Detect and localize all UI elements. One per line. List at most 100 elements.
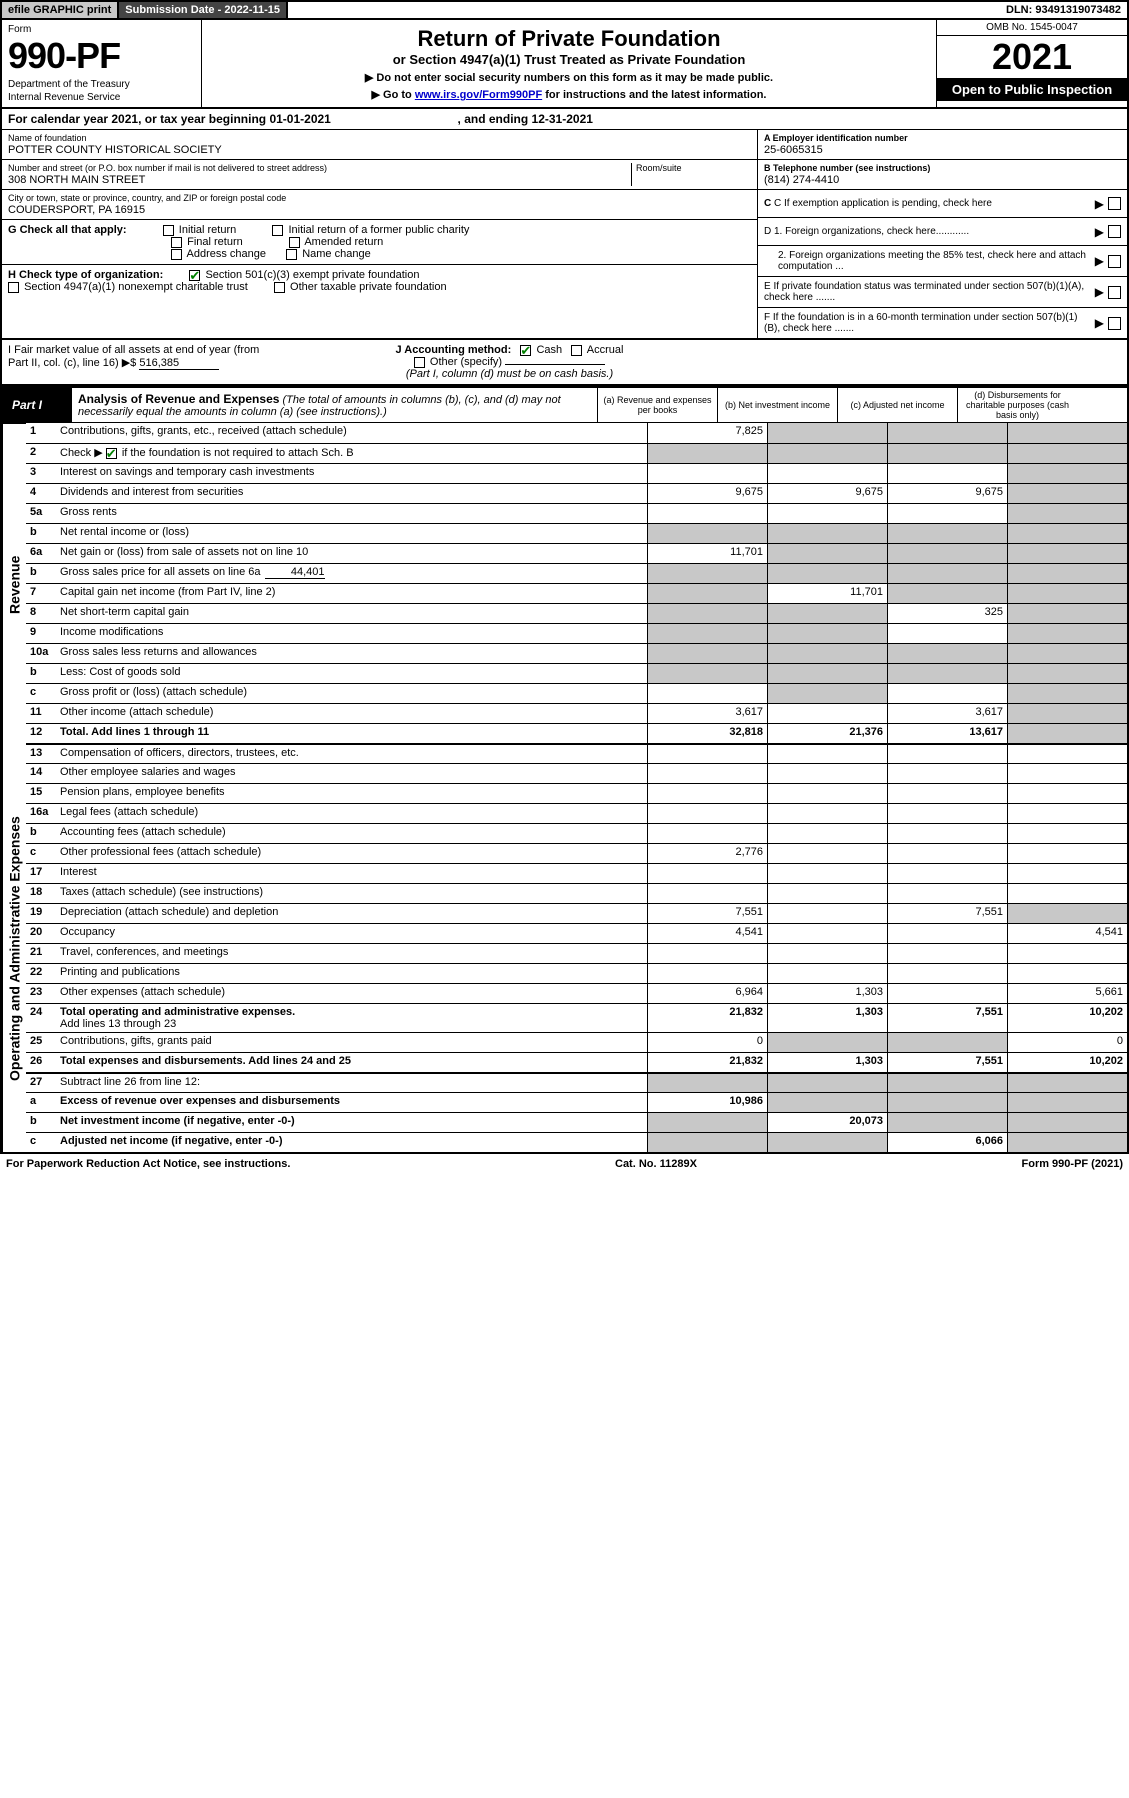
top-bar: efile GRAPHIC print Submission Date - 20… bbox=[0, 0, 1129, 20]
ein-value: 25-6065315 bbox=[764, 144, 1121, 156]
row-5a: 5aGross rents bbox=[26, 503, 1127, 523]
row-23: 23Other expenses (attach schedule)6,9641… bbox=[26, 983, 1127, 1003]
fmv-value: 516,385 bbox=[139, 357, 219, 370]
form-label: Form bbox=[8, 24, 195, 35]
row-5b: bNet rental income or (loss) bbox=[26, 523, 1127, 543]
arrow-icon: ▶ bbox=[1095, 225, 1104, 239]
header-left: Form 990-PF Department of the Treasury I… bbox=[2, 20, 202, 107]
row-16b: bAccounting fees (attach schedule) bbox=[26, 823, 1127, 843]
ein-label: A Employer identification number bbox=[764, 133, 1121, 143]
col-a-header: (a) Revenue and expenses per books bbox=[597, 388, 717, 422]
footer-right: Form 990-PF (2021) bbox=[1022, 1158, 1123, 1170]
cb-accrual[interactable] bbox=[571, 345, 582, 356]
city-label: City or town, state or province, country… bbox=[8, 193, 751, 203]
cb-other-taxable[interactable] bbox=[274, 282, 285, 293]
row-11: 11Other income (attach schedule)3,6173,6… bbox=[26, 703, 1127, 723]
section-ij: I Fair market value of all assets at end… bbox=[0, 340, 1129, 386]
arrow-icon: ▶ bbox=[1095, 197, 1104, 211]
addr-label: Number and street (or P.O. box number if… bbox=[8, 163, 631, 173]
revenue-label: Revenue bbox=[2, 423, 26, 745]
phone-label: B Telephone number (see instructions) bbox=[764, 163, 1121, 173]
row-10c: cGross profit or (loss) (attach schedule… bbox=[26, 683, 1127, 703]
row-19: 19Depreciation (attach schedule) and dep… bbox=[26, 903, 1127, 923]
item-e: E If private foundation status was termi… bbox=[758, 277, 1127, 308]
cb-final-return[interactable] bbox=[171, 237, 182, 248]
item-f: F If the foundation is in a 60-month ter… bbox=[758, 308, 1127, 338]
cb-address-change[interactable] bbox=[171, 249, 182, 260]
arrow-icon: ▶ bbox=[1095, 285, 1104, 299]
irs-link[interactable]: www.irs.gov/Form990PF bbox=[415, 89, 542, 101]
row-27: 27Subtract line 26 from line 12: bbox=[26, 1072, 1127, 1092]
row-22: 22Printing and publications bbox=[26, 963, 1127, 983]
cb-schb[interactable] bbox=[106, 448, 117, 459]
row-13: 13Compensation of officers, directors, t… bbox=[26, 743, 1127, 763]
note-link: ▶ Go to www.irs.gov/Form990PF for instru… bbox=[208, 88, 930, 101]
cb-4947a1[interactable] bbox=[8, 282, 19, 293]
header-right: OMB No. 1545-0047 2021 Open to Public In… bbox=[937, 20, 1127, 107]
row-27b: bNet investment income (if negative, ent… bbox=[26, 1112, 1127, 1132]
expenses-label: Operating and Administrative Expenses bbox=[2, 745, 26, 1152]
cb-name-change[interactable] bbox=[286, 249, 297, 260]
row-3: 3Interest on savings and temporary cash … bbox=[26, 463, 1127, 483]
row-27a: aExcess of revenue over expenses and dis… bbox=[26, 1092, 1127, 1112]
row-12: 12Total. Add lines 1 through 1132,81821,… bbox=[26, 723, 1127, 743]
col-b-header: (b) Net investment income bbox=[717, 388, 837, 422]
footer-left: For Paperwork Reduction Act Notice, see … bbox=[6, 1158, 290, 1170]
entity-info: Name of foundation POTTER COUNTY HISTORI… bbox=[0, 130, 1129, 340]
arrow-icon: ▶ bbox=[1095, 316, 1104, 330]
item-d1: D 1. Foreign organizations, check here..… bbox=[758, 218, 1127, 246]
row-4: 4Dividends and interest from securities9… bbox=[26, 483, 1127, 503]
cb-d2[interactable] bbox=[1108, 255, 1121, 268]
cb-d1[interactable] bbox=[1108, 225, 1121, 238]
item-c: C C If exemption application is pending,… bbox=[758, 190, 1127, 218]
part1-table: Revenue Operating and Administrative Exp… bbox=[0, 423, 1129, 1154]
cb-amended-return[interactable] bbox=[289, 237, 300, 248]
form-number: 990-PF bbox=[8, 35, 195, 77]
row-20: 20Occupancy4,5414,541 bbox=[26, 923, 1127, 943]
cb-other-method[interactable] bbox=[414, 357, 425, 368]
spacer bbox=[288, 2, 1000, 18]
item-d2: 2. Foreign organizations meeting the 85%… bbox=[758, 246, 1127, 277]
dln: DLN: 93491319073482 bbox=[1000, 2, 1127, 18]
row-16a: 16aLegal fees (attach schedule) bbox=[26, 803, 1127, 823]
row-27c: cAdjusted net income (if negative, enter… bbox=[26, 1132, 1127, 1152]
part1-desc: Analysis of Revenue and Expenses (The to… bbox=[72, 388, 597, 422]
cb-f[interactable] bbox=[1108, 317, 1121, 330]
form-header: Form 990-PF Department of the Treasury I… bbox=[0, 20, 1129, 109]
row-26: 26Total expenses and disbursements. Add … bbox=[26, 1052, 1127, 1072]
cb-c[interactable] bbox=[1108, 197, 1121, 210]
form-subtitle: or Section 4947(a)(1) Trust Treated as P… bbox=[208, 52, 930, 67]
street-address: 308 NORTH MAIN STREET bbox=[8, 174, 631, 186]
omb-number: OMB No. 1545-0047 bbox=[937, 20, 1127, 36]
city-state-zip: COUDERSPORT, PA 16915 bbox=[8, 204, 751, 216]
part1-header: Part I Analysis of Revenue and Expenses … bbox=[0, 386, 1129, 423]
efile-label[interactable]: efile GRAPHIC print bbox=[2, 2, 119, 18]
name-label: Name of foundation bbox=[8, 133, 751, 143]
row-16c: cOther professional fees (attach schedul… bbox=[26, 843, 1127, 863]
tax-year: 2021 bbox=[937, 36, 1127, 78]
row-1: 1Contributions, gifts, grants, etc., rec… bbox=[26, 423, 1127, 443]
arrow-icon: ▶ bbox=[1095, 254, 1104, 268]
cb-cash[interactable] bbox=[520, 345, 531, 356]
cb-initial-former[interactable] bbox=[272, 225, 283, 236]
dept-irs: Internal Revenue Service bbox=[8, 92, 195, 103]
room-label: Room/suite bbox=[636, 163, 751, 173]
dept-treasury: Department of the Treasury bbox=[8, 79, 195, 90]
row-25: 25Contributions, gifts, grants paid00 bbox=[26, 1032, 1127, 1052]
foundation-name: POTTER COUNTY HISTORICAL SOCIETY bbox=[8, 144, 751, 156]
row-2: 2Check ▶ if the foundation is not requir… bbox=[26, 443, 1127, 463]
row-6b: bGross sales price for all assets on lin… bbox=[26, 563, 1127, 583]
cb-e[interactable] bbox=[1108, 286, 1121, 299]
row-10a: 10aGross sales less returns and allowanc… bbox=[26, 643, 1127, 663]
row-7: 7Capital gain net income (from Part IV, … bbox=[26, 583, 1127, 603]
col-d-header: (d) Disbursements for charitable purpose… bbox=[957, 388, 1077, 422]
row-15: 15Pension plans, employee benefits bbox=[26, 783, 1127, 803]
section-g: G Check all that apply: Initial return I… bbox=[2, 220, 757, 265]
note-ssn: ▶ Do not enter social security numbers o… bbox=[208, 71, 930, 84]
cb-initial-return[interactable] bbox=[163, 225, 174, 236]
row-18: 18Taxes (attach schedule) (see instructi… bbox=[26, 883, 1127, 903]
cb-501c3[interactable] bbox=[189, 270, 200, 281]
footer-mid: Cat. No. 11289X bbox=[615, 1158, 697, 1170]
form-title: Return of Private Foundation bbox=[208, 26, 930, 52]
submission-date: Submission Date - 2022-11-15 bbox=[119, 2, 288, 18]
